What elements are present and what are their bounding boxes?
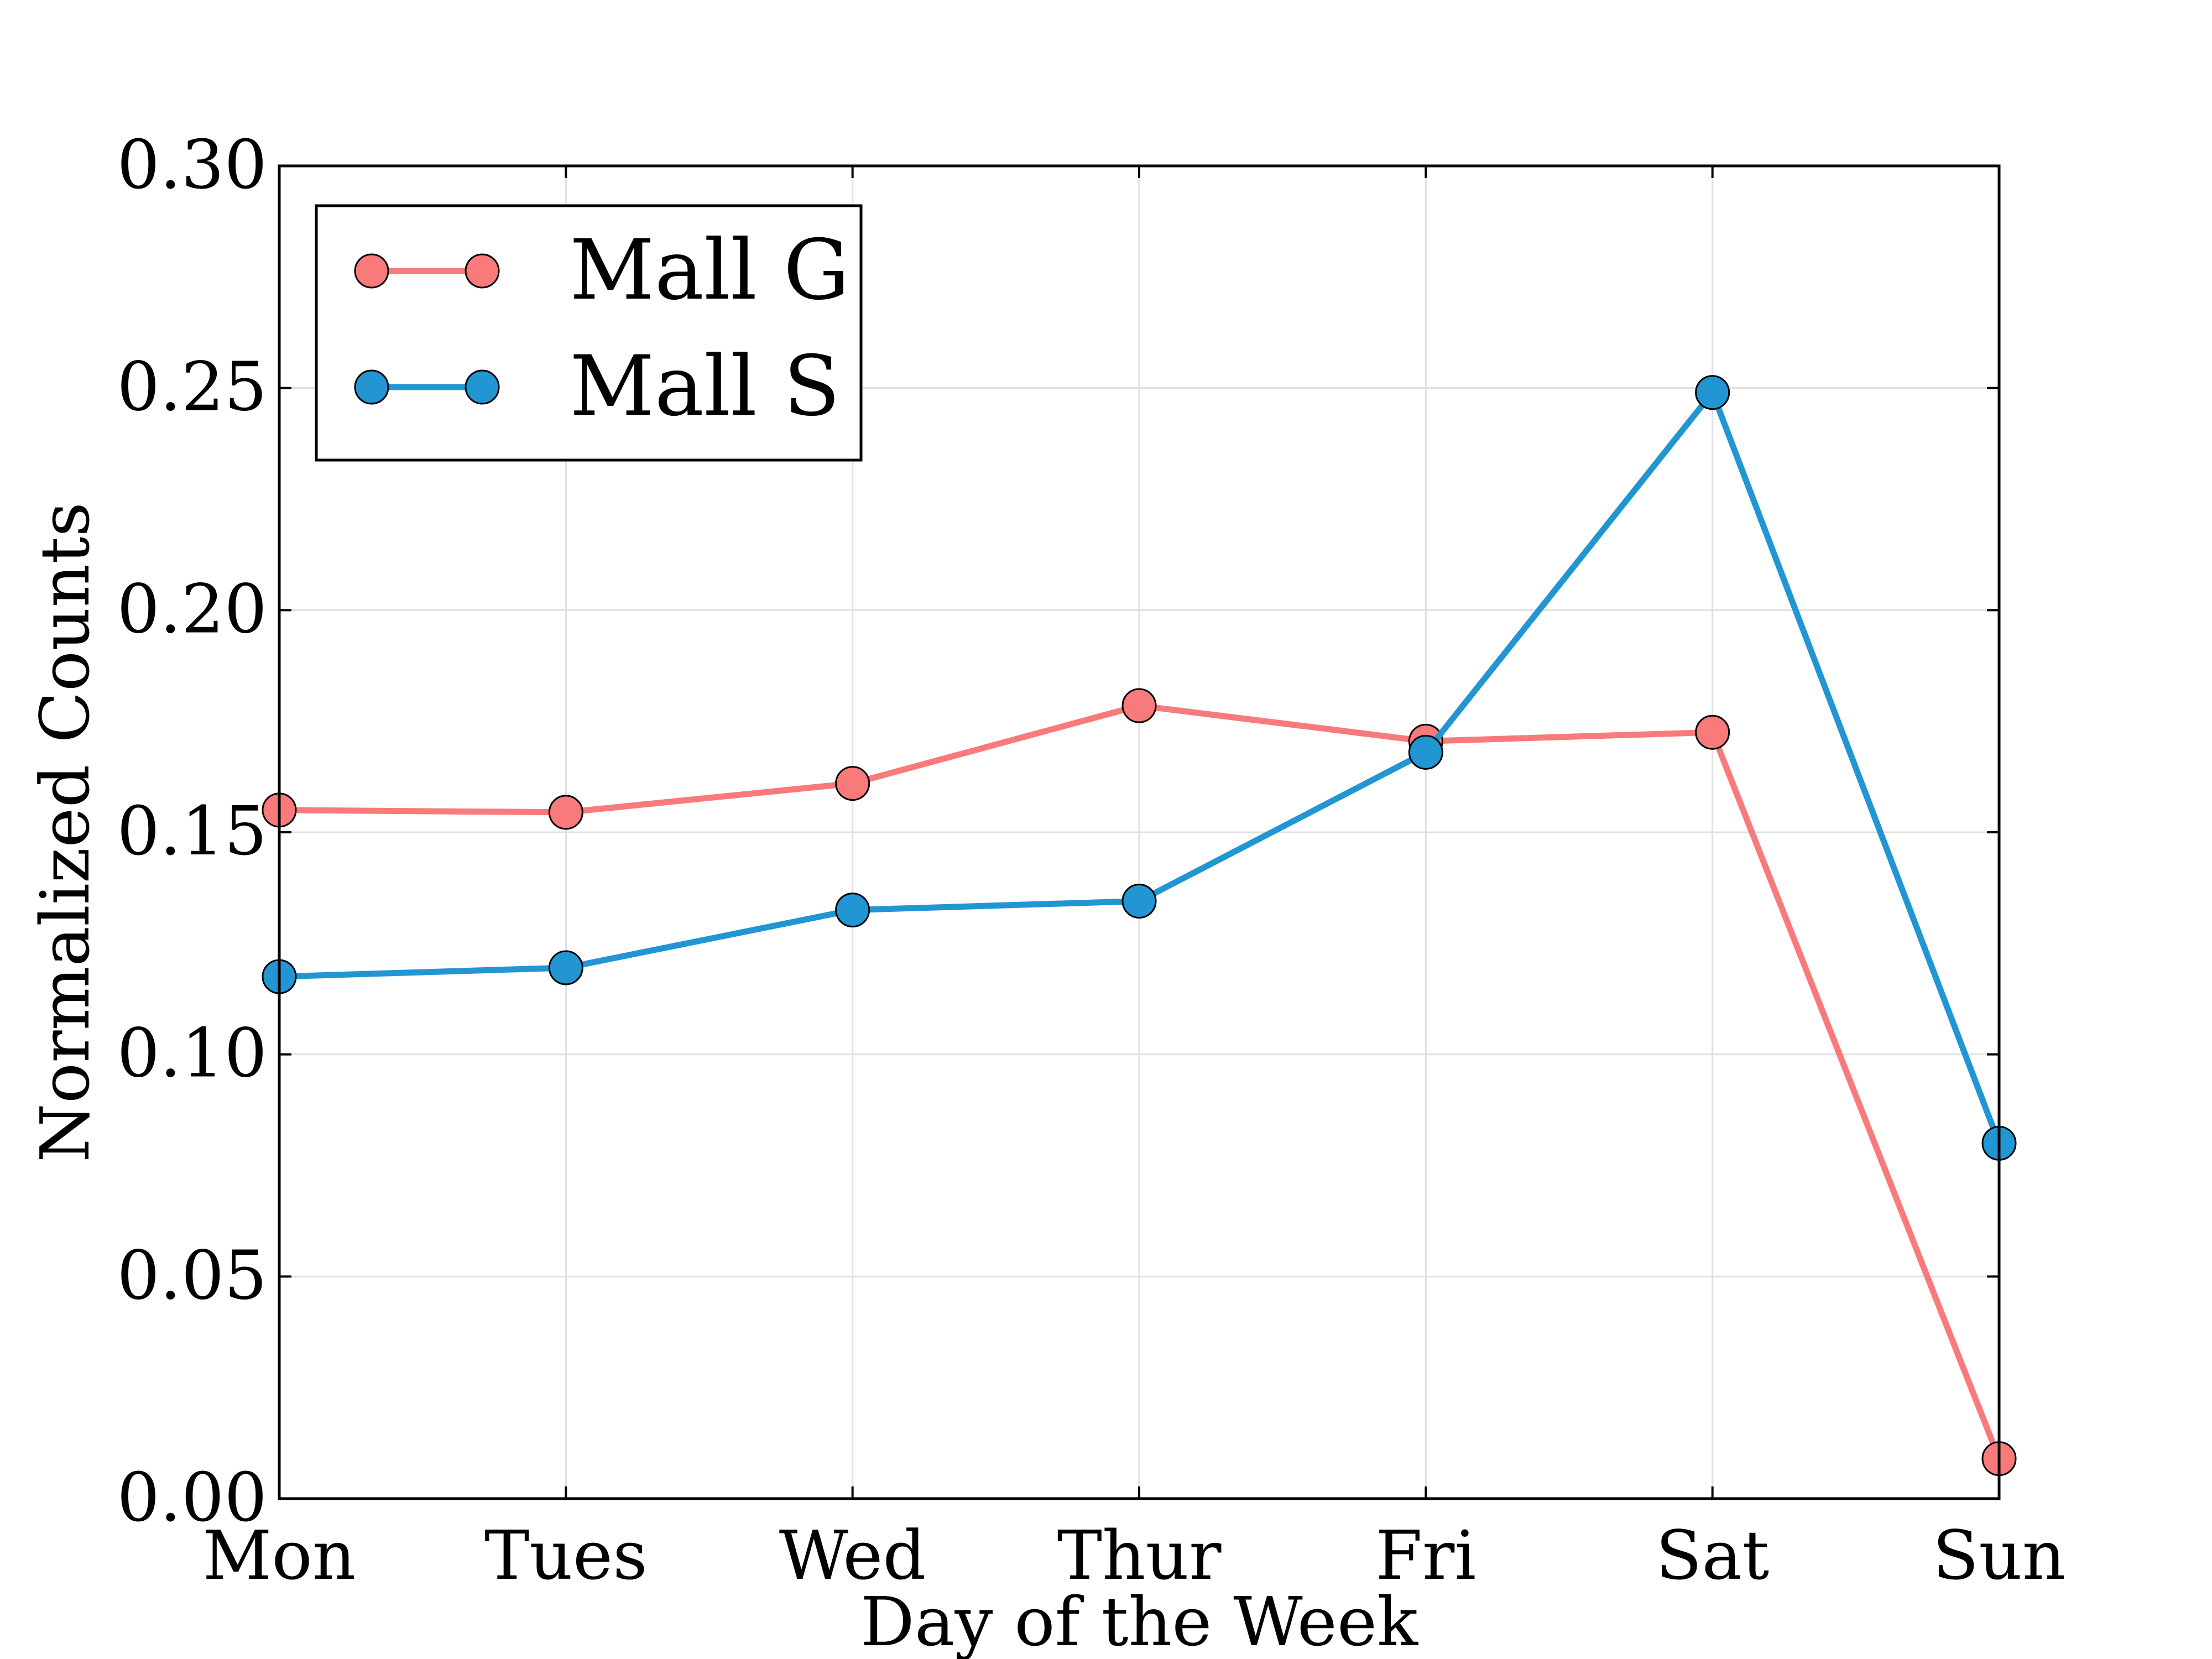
x-tick-label: Tues [484, 1516, 648, 1595]
legend-item: Mall S [354, 338, 840, 435]
data-point [835, 766, 870, 801]
x-tick-label: Wed [779, 1516, 926, 1595]
x-axis-label: Day of the Week [860, 1583, 1418, 1659]
y-tick-label: 0.05 [117, 1236, 267, 1314]
legend-label: Mall S [570, 338, 840, 435]
x-tick-label: Sun [1933, 1516, 2066, 1595]
series-1 [262, 375, 2017, 1161]
y-axis-label: Normalized Counts [26, 502, 105, 1162]
data-point [548, 950, 583, 985]
data-point [1121, 884, 1157, 919]
data-point [1408, 734, 1443, 770]
y-tick-label: 0.10 [117, 1014, 267, 1093]
legend-box [315, 204, 863, 462]
y-tick-label: 0.00 [117, 1458, 267, 1537]
ticks: 0.00 0.05 0.10 0.15 0.20 0.25 0.30 Mon Tues Wed Th… [117, 126, 2065, 1595]
x-tick-label: Sat [1656, 1516, 1769, 1595]
data-point [1695, 714, 1730, 750]
x-tick-label: Mon [203, 1516, 356, 1595]
legend-marker [465, 369, 500, 405]
legend-marker [465, 253, 500, 289]
data-point [548, 795, 583, 830]
y-tick-label: 0.30 [117, 126, 267, 204]
y-tick-label: 0.15 [117, 792, 267, 870]
y-tick-label: 0.20 [117, 570, 267, 648]
series-layer [262, 375, 2017, 1477]
legend-marker [354, 253, 389, 289]
data-point [835, 893, 870, 928]
data-point [1121, 688, 1157, 723]
series-0 [262, 688, 2017, 1477]
x-tick-label: Fri [1375, 1516, 1476, 1595]
legend-item: Mall G [354, 222, 849, 319]
y-tick-label: 0.25 [117, 348, 267, 426]
legend-marker [354, 369, 389, 405]
data-point [1695, 375, 1730, 410]
x-tick-label: Thur [1057, 1516, 1222, 1595]
legend-label: Mall G [570, 222, 849, 319]
legend: Mall G Mall S [315, 204, 863, 462]
